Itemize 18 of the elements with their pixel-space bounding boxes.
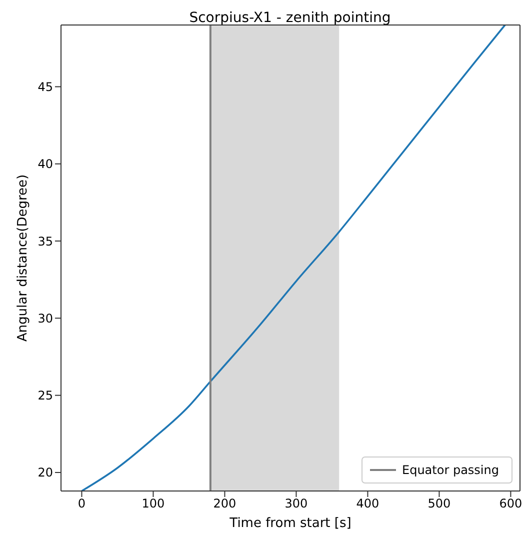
x-tick-label: 500 bbox=[428, 496, 451, 511]
x-tick-label: 100 bbox=[142, 496, 165, 511]
x-axis-title: Time from start [s] bbox=[228, 516, 352, 531]
x-tick-label: 0 bbox=[78, 496, 86, 511]
y-tick-label: 25 bbox=[38, 388, 53, 403]
y-axis-title: Angular distance(Degree) bbox=[16, 174, 31, 342]
y-tick-label: 35 bbox=[38, 234, 53, 248]
x-tick-label: 400 bbox=[356, 496, 380, 511]
x-tick-label: 300 bbox=[284, 496, 308, 511]
legend-label: Equator passing bbox=[402, 463, 499, 477]
x-tick-label: 200 bbox=[213, 496, 236, 511]
y-tick-label: 30 bbox=[38, 311, 53, 326]
y-tick-label: 40 bbox=[38, 157, 53, 172]
x-tick-label: 600 bbox=[499, 496, 522, 511]
line-series bbox=[80, 25, 506, 491]
y-tick-label: 20 bbox=[38, 466, 53, 480]
chart-title: Scorpius-X1 - zenith pointing bbox=[188, 10, 392, 26]
y-tick-label: 45 bbox=[38, 80, 53, 94]
